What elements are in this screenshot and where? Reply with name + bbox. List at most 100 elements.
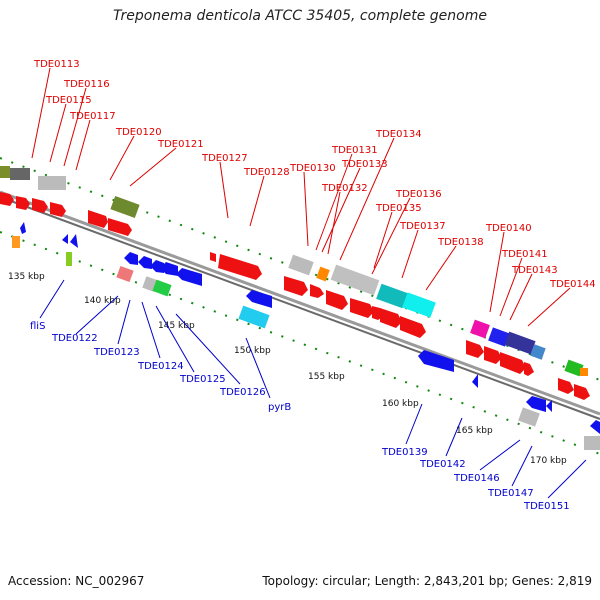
gene-arrow-red: [284, 276, 308, 296]
gene-arrow-red: [350, 298, 374, 318]
scale-label: 155 kbp: [308, 372, 345, 382]
gene-arrow-red: [500, 352, 526, 374]
gene-label: TDE0115: [45, 95, 92, 106]
gene-label: TDE0136: [395, 189, 442, 200]
gene-arrow-blue: [472, 374, 478, 388]
gene-label: TDE0139: [381, 447, 428, 458]
gene-arrow-red: [50, 202, 66, 217]
gene-arrow-red: [310, 284, 324, 298]
gene-gray: [38, 176, 66, 190]
gene-green: [152, 279, 172, 297]
scale-labels: 135 kbp 140 kbp 145 kbp 150 kbp 155 kbp …: [8, 272, 567, 466]
gene-blue: [488, 327, 510, 347]
gene-label: TDE0122: [51, 333, 98, 344]
gene-cyan: [238, 305, 270, 329]
accession-text: Accession: NC_002967: [8, 574, 145, 588]
gene-arrow-red: [88, 210, 108, 228]
upper-gene-labels: TDE0113 TDE0116 TDE0115 TDE0117 TDE0120 …: [31, 59, 596, 327]
gene-label: fliS: [30, 321, 45, 332]
gene-arrow-red: [574, 384, 590, 400]
gene-arrow-blue: [150, 260, 164, 273]
gene-arrow-blue: [546, 400, 552, 412]
gene-label: TDE0146: [453, 473, 500, 484]
gene-orange: [12, 236, 20, 248]
gene-arrow-red: [466, 340, 484, 358]
scale-label: 140 kbp: [84, 296, 121, 306]
gene-arrow-red: [0, 192, 14, 206]
gene-arrow-red: [400, 316, 426, 338]
gene-salmon: [116, 265, 134, 283]
gene-gray: [584, 436, 600, 450]
gene-label: TDE0132: [321, 183, 368, 194]
gene-label: TDE0128: [243, 167, 290, 178]
gene-arrow-red: [558, 378, 574, 394]
gene-label: TDE0140: [485, 223, 532, 234]
gene-navy: [504, 331, 536, 355]
gene-label: TDE0127: [201, 153, 248, 164]
scale-label: 165 kbp: [456, 426, 493, 436]
scale-label: 135 kbp: [8, 272, 45, 282]
gene-olive: [110, 195, 140, 219]
gene-label: TDE0135: [375, 203, 422, 214]
gene-label: TDE0126: [219, 387, 266, 398]
gene-label: TDE0147: [487, 488, 534, 499]
gene-arrow-red: [218, 254, 262, 280]
gene-arrow-red: [524, 362, 534, 376]
gene-arrow-red: [16, 196, 30, 210]
gene-arrow-red: [32, 198, 48, 213]
gene-arrow-red: [108, 218, 132, 236]
gene-label: TDE0124: [137, 361, 184, 372]
gene-arrow-red: [326, 290, 348, 310]
gene-arrow-blue: [20, 222, 26, 234]
gene-label: TDE0133: [341, 159, 388, 170]
gene-label: TDE0138: [437, 237, 484, 248]
genome-summary-text: Topology: circular; Length: 2,843,201 bp…: [262, 574, 592, 588]
gene-arrow-red: [380, 308, 402, 328]
gene-label: TDE0144: [549, 279, 596, 290]
gene-label: TDE0113: [33, 59, 80, 70]
gene-label: TDE0151: [523, 501, 570, 512]
gene-label: TDE0137: [399, 221, 446, 232]
gene-orange: [316, 266, 330, 282]
gene-green: [564, 359, 584, 377]
backbone-upper: [0, 190, 600, 416]
reverse-genes: [12, 222, 600, 450]
gene-orange: [580, 368, 588, 376]
gene-arrow-blue: [124, 252, 138, 265]
gene-magenta: [470, 319, 490, 339]
gene-label: TDE0116: [63, 79, 110, 90]
scale-label: 150 kbp: [234, 346, 271, 356]
gene-label: TDE0117: [69, 111, 116, 122]
gene-gray: [288, 254, 314, 276]
gene-label: TDE0121: [157, 139, 204, 150]
gene-label: TDE0141: [501, 249, 548, 260]
gene-label: TDE0131: [331, 145, 378, 156]
lower-gene-labels: fliS TDE0122 TDE0123 TDE0124 TDE0125 TDE…: [30, 279, 587, 512]
gene-gray: [330, 264, 380, 296]
gene-label: TDE0130: [289, 163, 336, 174]
scale-label: 160 kbp: [382, 399, 419, 409]
gene-arrow-blue: [246, 290, 272, 308]
gene-label: pyrB: [268, 402, 291, 413]
forward-genes: [0, 166, 590, 400]
gene-darkgray: [10, 168, 30, 180]
backbone-lower: [0, 196, 600, 420]
gene-arrow-blue: [138, 256, 152, 269]
gene-cyan: [402, 292, 436, 318]
gene-label: TDE0134: [375, 129, 422, 140]
gene-label: TDE0142: [419, 459, 466, 470]
gene-arrow-red: [484, 346, 502, 364]
gene-arrow-blue: [176, 268, 202, 286]
gene-teal: [376, 283, 408, 309]
gene-arrow-blue: [526, 396, 546, 412]
gene-label: TDE0143: [511, 265, 558, 276]
scale-label: 145 kbp: [158, 321, 195, 331]
gene-arrow-blue: [70, 234, 78, 248]
gene-olive: [0, 166, 10, 178]
gene-label: TDE0123: [93, 347, 140, 358]
gene-arrow-blue: [590, 420, 600, 434]
gene-gray: [518, 407, 540, 427]
gene-label: TDE0120: [115, 127, 162, 138]
